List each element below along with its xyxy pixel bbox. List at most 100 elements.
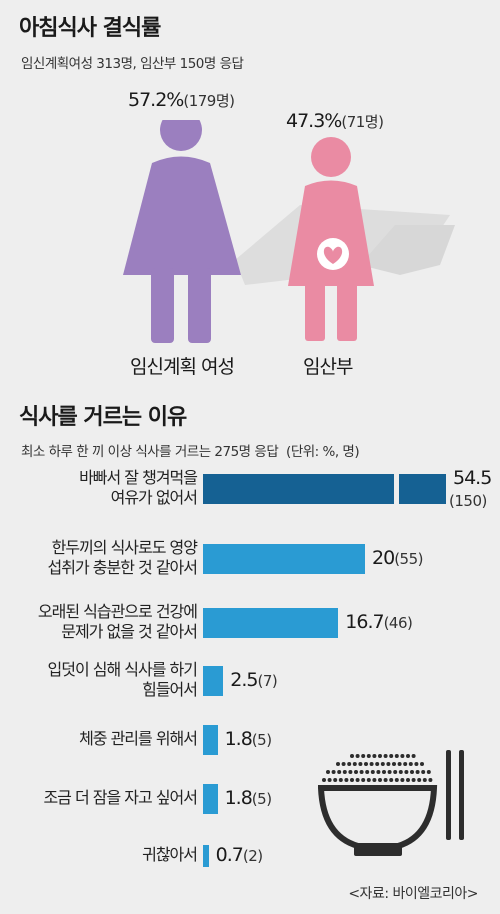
rice-grain [326, 770, 330, 774]
bar-label-line: 오래된 식습관으로 건강에 [37, 602, 198, 621]
rice-grain [408, 762, 413, 766]
rice-grain [393, 770, 398, 774]
rice-grain [389, 778, 394, 782]
rice-grain [378, 778, 382, 782]
planning-woman-label: 임신계획 여성 [130, 356, 235, 378]
bar-label-line: 문제가 없을 것 같아서 [61, 622, 198, 641]
bar-count: (7) [257, 672, 278, 690]
bar-value-label: 1.8(5) [225, 787, 272, 809]
rice-grain [361, 778, 366, 782]
pregnant-woman-shadow [360, 225, 455, 275]
bar-value-label: 1.8(5) [225, 728, 272, 750]
planning-woman-icon [123, 120, 241, 343]
bar-label: 입덧이 심해 식사를 하기 힘들어서 [47, 660, 198, 700]
bar-count: (55) [394, 550, 423, 568]
bar-label-line: 바빠서 잘 챙겨먹을 [79, 468, 198, 487]
rice-grain [404, 770, 409, 774]
rice-grain [389, 754, 394, 758]
bar [203, 725, 218, 755]
bowl-body [318, 785, 438, 849]
rice-grain [394, 754, 399, 758]
rice-grain [400, 778, 405, 782]
bar-label-line: 힘들어서 [142, 680, 198, 699]
pregnant-woman-count: (71명) [341, 113, 384, 131]
rice-grain [417, 778, 422, 782]
rice-grain [350, 754, 354, 758]
rice-grain [365, 770, 370, 774]
bar-label: 귀찮아서 [142, 845, 198, 865]
rice-grain [397, 762, 402, 766]
bar [203, 474, 394, 504]
rice-grain [359, 770, 364, 774]
bar-label-line: 귀찮아서 [142, 845, 198, 864]
rice-grain [322, 778, 326, 782]
rice-grain [386, 762, 391, 766]
bar [203, 845, 209, 867]
bar-label-line: 체중 관리를 위해서 [79, 729, 198, 748]
bar [203, 544, 365, 574]
section2-title: 식사를 거르는 이유 [19, 405, 187, 430]
rice-grain [327, 778, 332, 782]
pregnant-woman-pct: 47.3% [286, 110, 342, 132]
rice-grain [350, 778, 354, 782]
rice-grain [376, 770, 381, 774]
bar-value-label: 2.5(7) [230, 669, 277, 691]
bar-value: 1.8 [224, 787, 253, 809]
rice-grain [400, 754, 405, 758]
bar [203, 666, 224, 696]
planning-woman-count: (179명) [183, 92, 235, 110]
figures-illustration [123, 120, 455, 343]
bar [203, 608, 339, 638]
bar-label-line: 섭취가 충분한 것 같아서 [47, 558, 198, 577]
bar-label-line: 여유가 없어서 [110, 488, 198, 507]
rice-grain [378, 754, 382, 758]
rice-grain [414, 762, 419, 766]
bar-label-line: 입덧이 심해 식사를 하기 [47, 660, 198, 679]
rice-grain [415, 770, 420, 774]
rice-grain [364, 762, 368, 766]
bar-value-label: 54.5 (150) [449, 467, 492, 512]
bowl-foot [354, 846, 402, 856]
rice-grain [383, 778, 388, 782]
rice-grain [380, 762, 385, 766]
bar-label: 조금 더 잠을 자고 싶어서 [43, 788, 198, 808]
rice-grain [411, 778, 416, 782]
bar-value: 1.8 [224, 728, 253, 750]
pregnant-woman-value: 47.3%(71명) [286, 110, 384, 132]
rice-grain [394, 778, 399, 782]
rice-grain [410, 770, 414, 774]
planning-woman-pct: 57.2% [128, 89, 184, 111]
heart-icon [323, 246, 343, 264]
bar-value: 20 [372, 547, 395, 569]
unit-label: (단위: %, 명) [286, 444, 360, 460]
section1-title: 아침식사 결식률 [19, 16, 161, 41]
rice-grain [370, 770, 375, 774]
rice-grain [348, 770, 353, 774]
rice-grain [383, 754, 388, 758]
rice-grain [369, 762, 374, 766]
rice-grain [361, 754, 366, 758]
rice-grain [344, 778, 349, 782]
rice-grain [352, 762, 357, 766]
bar-count: (2) [242, 847, 263, 865]
rice-grain [426, 770, 431, 774]
rice-grain [392, 762, 396, 766]
rice-bowl-illustration [318, 750, 464, 856]
pregnant-woman-icon [288, 137, 374, 341]
section2-subtitle: 최소 하루 한 끼 이상 식사를 거르는 275명 응답 (단위: %, 명) [21, 440, 360, 460]
bar [203, 784, 218, 814]
bar-label: 오래된 식습관으로 건강에 문제가 없을 것 같아서 [37, 602, 198, 642]
bar-value: 16.7 [345, 611, 384, 633]
bar-label: 체중 관리를 위해서 [79, 729, 198, 749]
rice-grain [358, 762, 363, 766]
rice-grain [331, 770, 336, 774]
bar-label: 한두끼의 식사로도 영양 섭취가 충분한 것 같아서 [47, 538, 198, 578]
chopstick-right [459, 750, 464, 840]
rice-grain [333, 778, 338, 782]
rice-bowl-icon [322, 754, 433, 782]
bar-count: (5) [251, 731, 272, 749]
chopstick-left [446, 750, 451, 840]
rice-grain [406, 754, 410, 758]
bar-value: 0.7 [215, 844, 244, 866]
